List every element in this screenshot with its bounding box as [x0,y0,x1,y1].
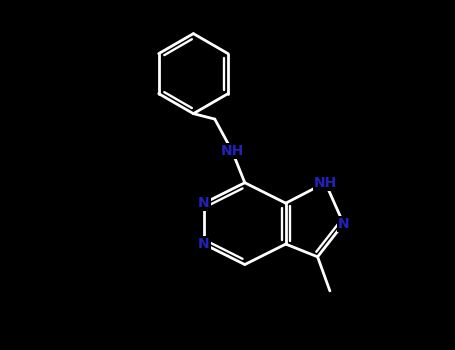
Text: NH: NH [220,144,244,158]
Text: N: N [198,237,210,251]
Text: NH: NH [313,176,337,190]
Text: N: N [198,196,210,210]
Text: N: N [338,217,349,231]
